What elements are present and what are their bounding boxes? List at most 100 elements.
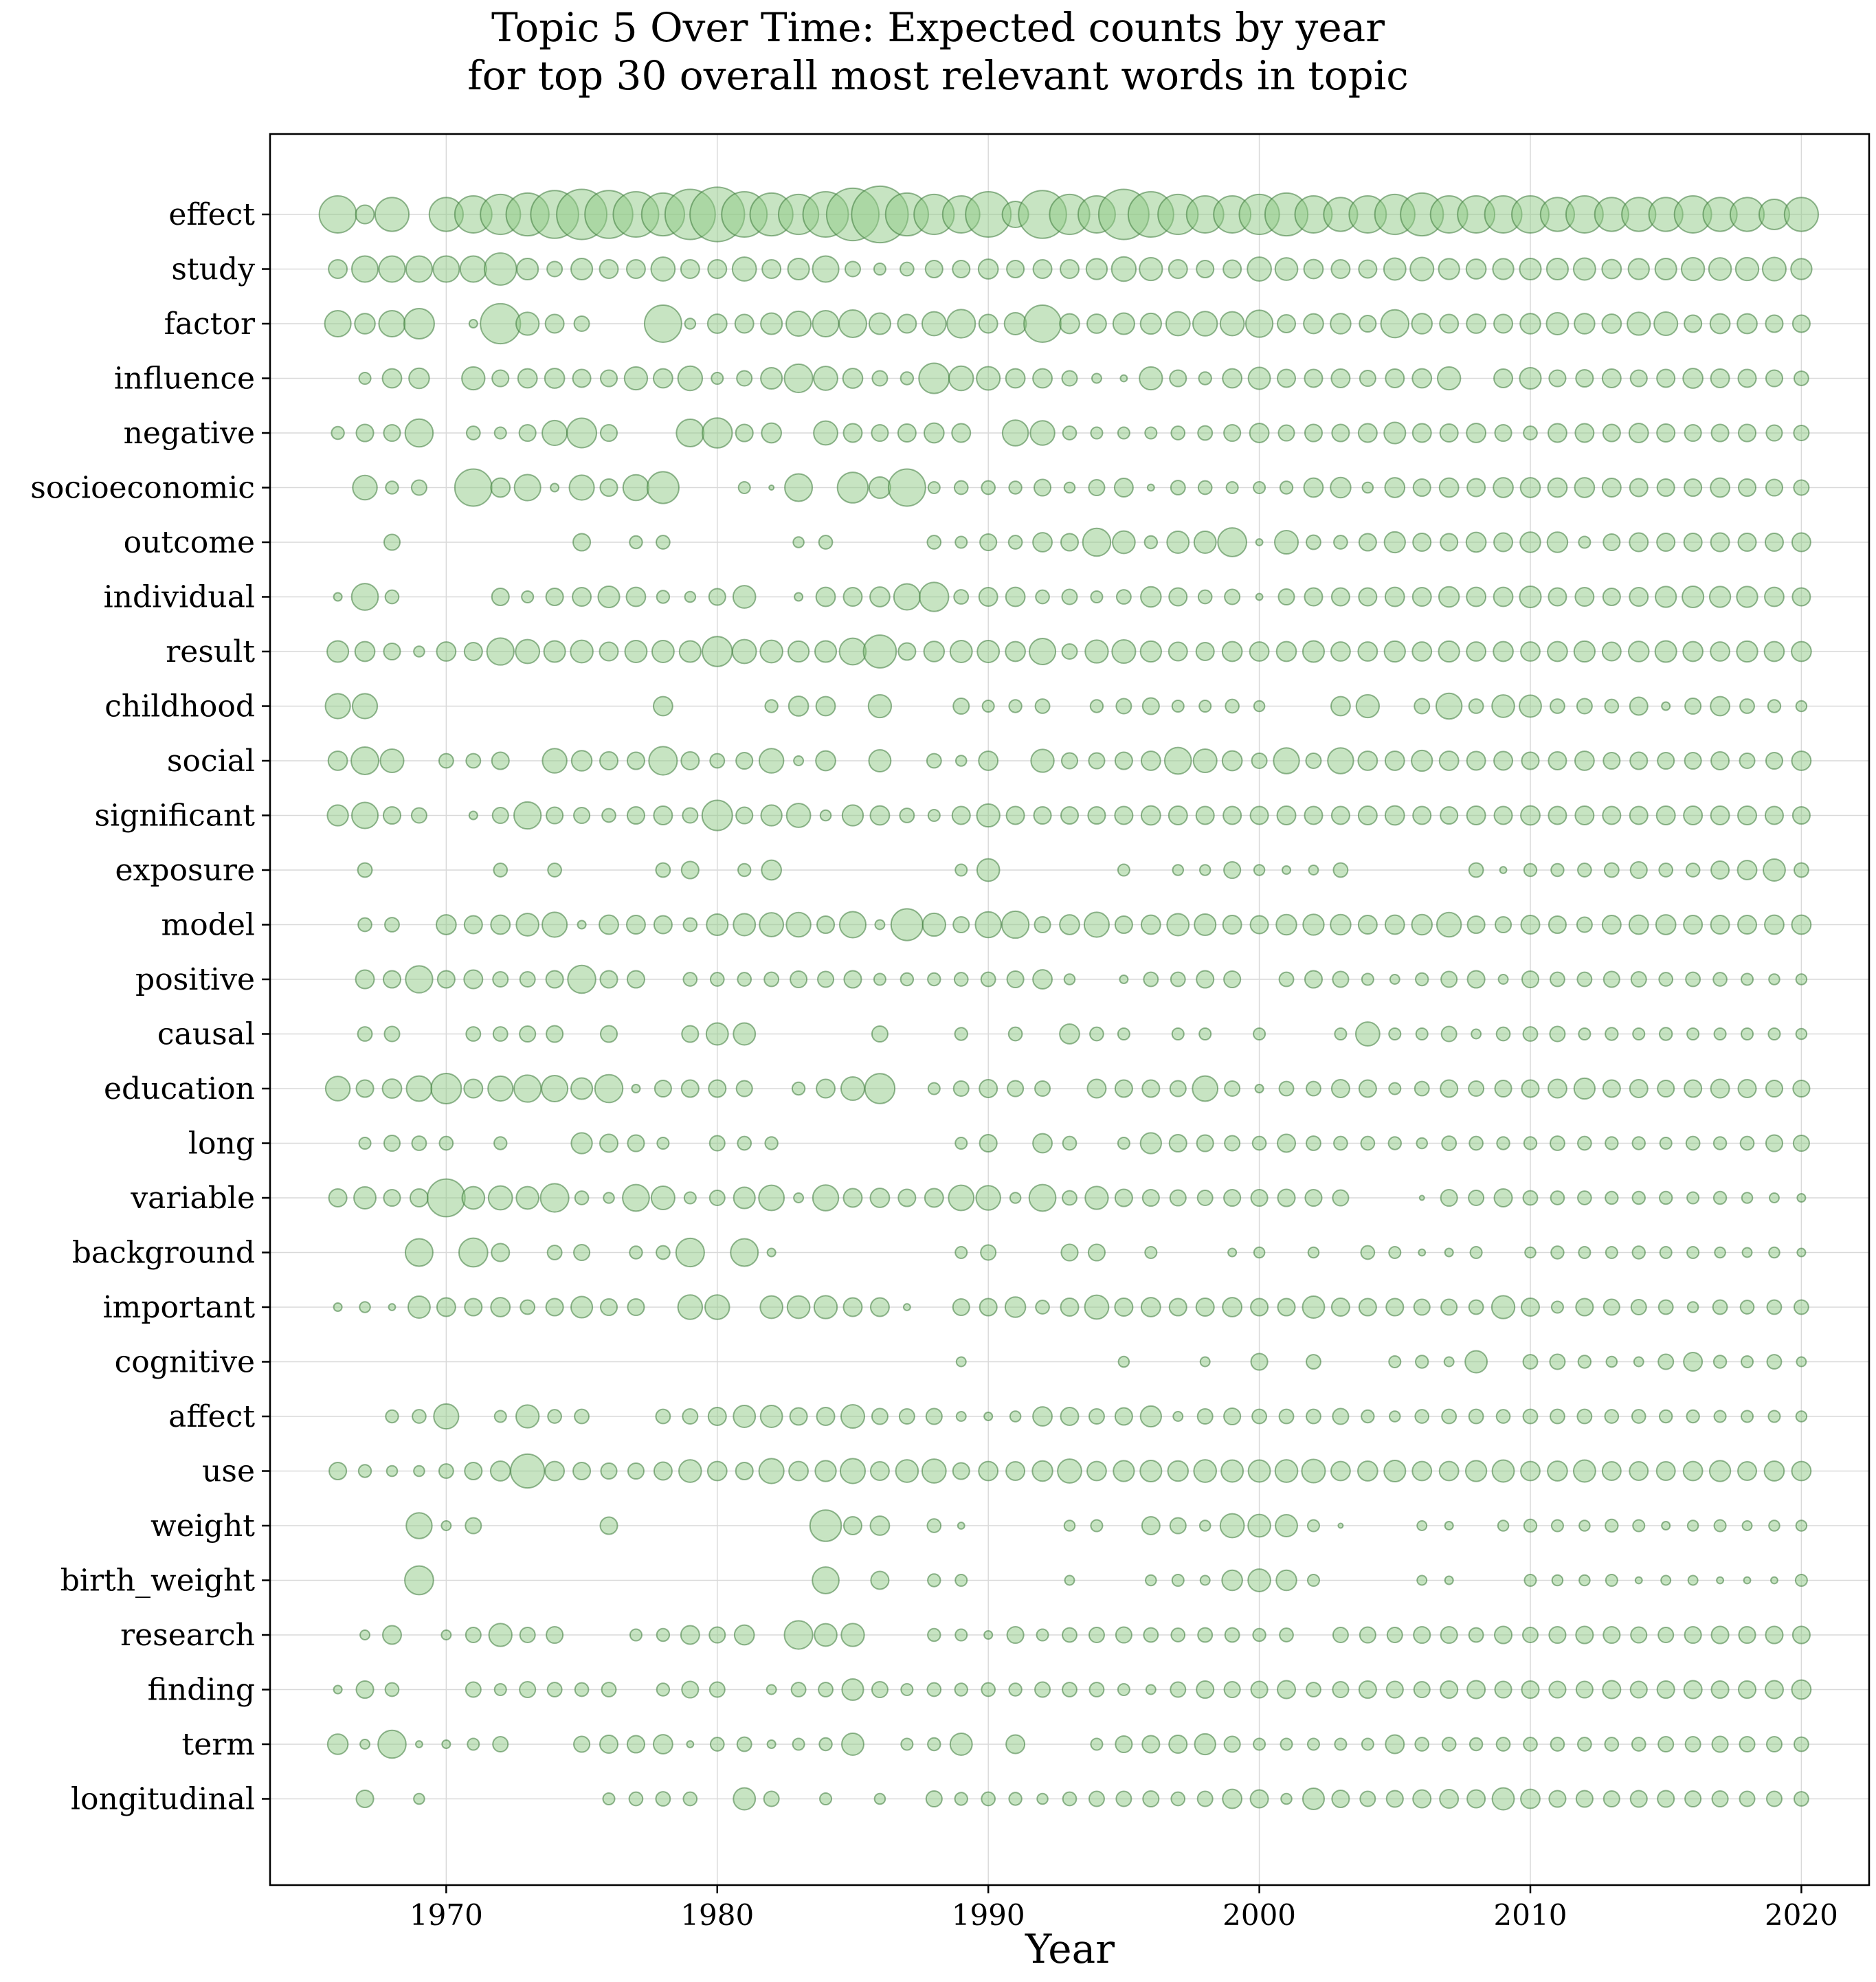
bubble-background-2010 — [1524, 1246, 1537, 1259]
bubble-causal-1986 — [871, 1025, 889, 1043]
bubble-research-1995 — [1115, 1626, 1132, 1644]
bubble-education-1974 — [541, 1074, 569, 1103]
bubble-important-1997 — [1168, 1298, 1187, 1317]
bubble-variable-1988 — [924, 1188, 944, 1208]
bubble-term-1979 — [686, 1740, 695, 1748]
bubble-result-1995 — [1111, 638, 1137, 665]
bubble-social-2014 — [1629, 751, 1649, 770]
bubble-variable-1981 — [733, 1186, 756, 1210]
bubble-background-2002 — [1307, 1246, 1320, 1259]
bubble-individual-2014 — [1629, 587, 1649, 607]
bubble-finding-2002 — [1306, 1682, 1321, 1697]
bubble-long-2002 — [1306, 1135, 1321, 1151]
bubble-socioeconomic-2010 — [1519, 477, 1541, 498]
bubble-model-1982 — [759, 912, 785, 937]
bubble-outcome-1997 — [1166, 531, 1190, 554]
bubble-education-2006 — [1414, 1080, 1430, 1097]
bubble-result-1997 — [1168, 641, 1188, 662]
bubble-result-2005 — [1383, 640, 1406, 663]
bubble-individual-1981 — [732, 585, 757, 609]
bubble-causal-2011 — [1549, 1025, 1566, 1043]
bubble-use-2004 — [1357, 1460, 1378, 1482]
bubble-model-1997 — [1166, 913, 1190, 937]
bubble-childhood-2017 — [1710, 695, 1730, 717]
bubble-outcome-1977 — [629, 535, 643, 550]
bubble-important-1987 — [902, 1303, 911, 1311]
bubble-significant-2016 — [1683, 805, 1704, 825]
bubble-long-2005 — [1387, 1136, 1402, 1150]
bubble-term-1969 — [415, 1740, 423, 1748]
bubble-influence-1974 — [544, 368, 566, 389]
bubble-education-2013 — [1602, 1079, 1621, 1098]
bubble-socioeconomic-1972 — [490, 477, 511, 498]
bubble-negative-1968 — [383, 423, 401, 443]
bubble-childhood-1994 — [1089, 699, 1104, 713]
bubble-socioeconomic-2012 — [1574, 477, 1596, 498]
bubble-birth_weight-2001 — [1275, 1569, 1297, 1592]
bubble-model-1975 — [577, 920, 587, 930]
bubble-causal-2009 — [1495, 1026, 1511, 1042]
bubble-result-1979 — [678, 640, 702, 663]
bubble-variable-1973 — [515, 1185, 540, 1210]
bubble-finding-2016 — [1683, 1680, 1703, 1700]
bubble-cognitive-1998 — [1199, 1356, 1211, 1368]
bubble-positive-2011 — [1549, 971, 1565, 988]
bubble-result-1983 — [787, 640, 810, 663]
bubble-positive-1987 — [900, 972, 915, 987]
bubble-causal-1974 — [546, 1025, 564, 1043]
bubble-research-1984 — [814, 1623, 838, 1647]
bubble-childhood-1996 — [1141, 697, 1160, 715]
bubble-use-2015 — [1655, 1461, 1676, 1481]
bubble-term-1980 — [709, 1737, 725, 1752]
bubble-term-1966 — [326, 1733, 349, 1755]
bubble-factor-2020 — [1791, 314, 1811, 333]
bubble-variable-1987 — [897, 1188, 917, 1207]
bubble-variable-1974 — [539, 1183, 570, 1213]
bubble-finding-2003 — [1332, 1680, 1350, 1699]
bubble-exposure-2014 — [1629, 860, 1648, 880]
bubble-social-1976 — [599, 750, 619, 771]
bubble-research-2019 — [1765, 1625, 1784, 1645]
bubble-variable-2015 — [1658, 1190, 1673, 1205]
bubble-weight-2002 — [1306, 1519, 1320, 1533]
bubble-use-1998 — [1193, 1459, 1218, 1483]
bubble-variable-1989 — [948, 1184, 975, 1212]
bubble-variable-1967 — [353, 1186, 377, 1210]
bubble-socioeconomic-2020 — [1793, 479, 1810, 496]
bubble-study-2003 — [1330, 259, 1351, 279]
bubble-study-1974 — [546, 260, 563, 278]
bubble-negative-1982 — [761, 422, 782, 444]
bubble-affect-2002 — [1306, 1408, 1321, 1425]
bubble-variable-2011 — [1550, 1190, 1565, 1205]
bubble-important-1985 — [842, 1297, 863, 1317]
bubble-result-2011 — [1547, 641, 1568, 662]
bubble-study-1992 — [1032, 259, 1053, 279]
bubble-outcome-1968 — [383, 533, 401, 551]
bubble-influence-2009 — [1493, 368, 1514, 388]
bubble-longitudinal-1993 — [1062, 1791, 1077, 1807]
bubble-outcome-2008 — [1465, 531, 1487, 553]
bubble-result-2013 — [1601, 641, 1622, 662]
bubble-long-2020 — [1792, 1134, 1810, 1153]
bubble-finding-1966 — [333, 1684, 343, 1695]
bubble-result-1981 — [731, 638, 757, 665]
bubble-affect-1988 — [925, 1407, 943, 1425]
bubble-important-2001 — [1277, 1298, 1296, 1317]
bubble-outcome-2000 — [1255, 538, 1264, 546]
bubble-longitudinal-2003 — [1331, 1789, 1350, 1809]
bubble-longitudinal-2014 — [1629, 1790, 1648, 1808]
bubble-education-1983 — [791, 1081, 806, 1096]
bubble-education-1989 — [952, 1080, 970, 1097]
bubble-outcome-2004 — [1358, 533, 1377, 552]
bubble-use-1980 — [706, 1460, 728, 1482]
bubble-factor-1993 — [1059, 313, 1080, 335]
bubble-significant-1978 — [653, 805, 673, 825]
x-axis-ticks: 1970 1980 1990 2000 2010 2020 — [410, 1885, 1838, 1932]
bubble-longitudinal-1988 — [925, 1790, 943, 1808]
bubble-important-2007 — [1440, 1298, 1458, 1316]
bubble-influence-1999 — [1222, 368, 1243, 389]
bubble-important-2019 — [1766, 1299, 1783, 1315]
bubble-cognitive-2005 — [1388, 1355, 1402, 1369]
bubble-use-1973 — [510, 1453, 546, 1489]
bubble-social-1974 — [541, 748, 568, 774]
